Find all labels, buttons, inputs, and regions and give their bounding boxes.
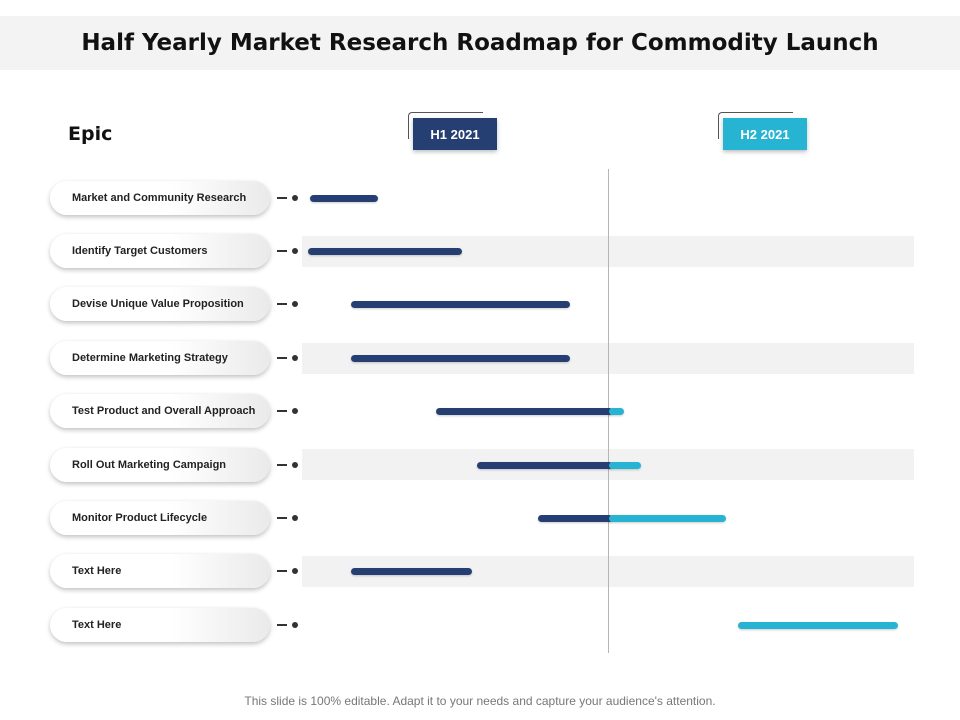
- task-bar-h1: [538, 515, 613, 522]
- task-bar-h2: [609, 515, 726, 522]
- task-label: Market and Community Research: [50, 181, 270, 215]
- footer-note: This slide is 100% editable. Adapt it to…: [244, 694, 716, 708]
- task-bar-h1: [436, 408, 613, 415]
- task-label: Devise Unique Value Proposition: [50, 287, 270, 321]
- row-connector: [277, 195, 301, 201]
- task-bar-h2: [609, 408, 624, 415]
- page-title: Half Yearly Market Research Roadmap for …: [81, 30, 879, 56]
- task-label: Roll Out Marketing Campaign: [50, 448, 270, 482]
- row-connector: [277, 568, 301, 574]
- row-connector: [277, 248, 301, 254]
- period-h2-badge: H2 2021: [723, 118, 807, 150]
- task-label: Identify Target Customers: [50, 234, 270, 268]
- task-bar-h1: [477, 462, 613, 469]
- row-connector: [277, 622, 301, 628]
- row-connector: [277, 515, 301, 521]
- task-label: Text Here: [50, 608, 270, 642]
- row-connector: [277, 462, 301, 468]
- task-bar-h1: [351, 301, 570, 308]
- epic-label: Epic: [68, 123, 113, 145]
- task-bar-h1: [310, 195, 378, 202]
- period-h2-frame: [718, 112, 793, 139]
- task-label: Test Product and Overall Approach: [50, 394, 270, 428]
- task-label: Text Here: [50, 554, 270, 588]
- task-bar-h1: [351, 355, 570, 362]
- row-connector: [277, 355, 301, 361]
- task-label: Determine Marketing Strategy: [50, 341, 270, 375]
- task-bar-h1: [351, 568, 472, 575]
- task-bar-h2: [609, 462, 641, 469]
- title-bar: Half Yearly Market Research Roadmap for …: [0, 16, 960, 70]
- row-connector: [277, 301, 301, 307]
- period-h1-frame: [408, 112, 483, 139]
- task-bar-h2: [738, 622, 898, 629]
- task-bar-h1: [308, 248, 462, 255]
- task-label: Monitor Product Lifecycle: [50, 501, 270, 535]
- row-connector: [277, 408, 301, 414]
- period-h1-badge: H1 2021: [413, 118, 497, 150]
